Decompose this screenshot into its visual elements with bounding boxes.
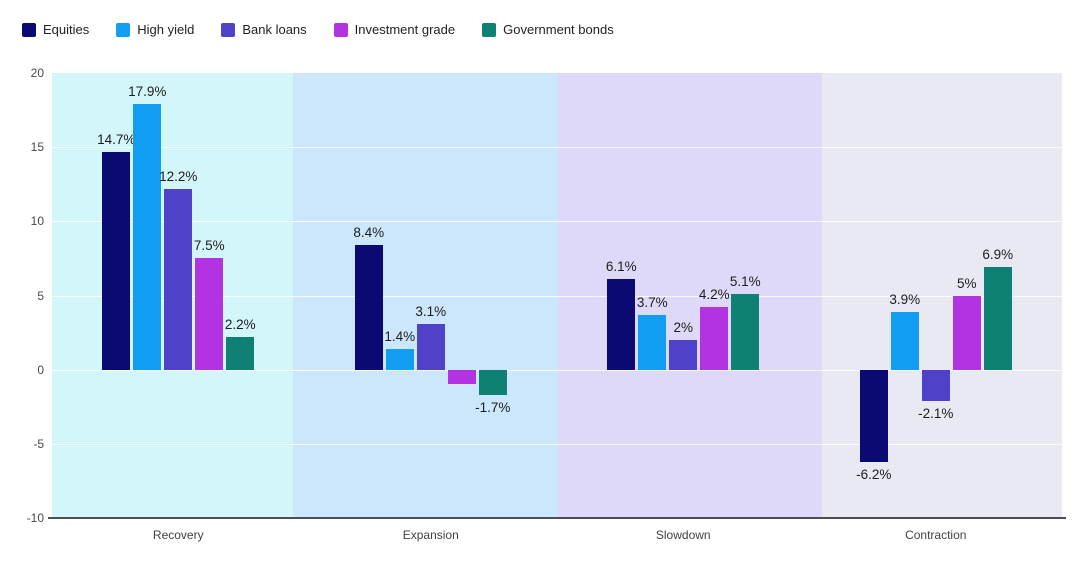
chart-legend: Equities High yield Bank loans Investmen… (22, 22, 614, 37)
plot-area: 14.7% 17.9% 12.2% 7.5% 2.2% 8.4% 1.4% 3.1% -1.7%… (52, 73, 1062, 518)
y-tick-label: -10 (26, 511, 44, 525)
legend-label: Equities (43, 22, 90, 37)
bar-bank-loans-contraction[interactable] (921, 369, 950, 401)
y-tick-label: 10 (30, 214, 44, 229)
gridline--5 (52, 443, 1062, 445)
bar-value-label: -1.7% (475, 399, 511, 415)
bar-value-label: 2% (673, 320, 693, 335)
y-tick-label: 0 (37, 362, 44, 377)
bar-value-label: 1.4% (384, 328, 416, 344)
bar-bank-loans-slowdown[interactable] (669, 340, 698, 370)
bar-equities-slowdown[interactable] (607, 279, 636, 370)
bar-high-yield-slowdown[interactable] (638, 314, 667, 370)
bar-value-label: 7.5% (193, 238, 225, 254)
bar-equities-contraction[interactable] (859, 369, 888, 462)
gridline-15 (52, 147, 1062, 149)
bar-value-label: 17.9% (128, 84, 167, 100)
bar-value-label: 6.1% (605, 259, 637, 275)
bar-bank-loans-recovery[interactable] (164, 188, 193, 370)
y-tick-label: 15 (30, 140, 44, 155)
bar-investment-grade-expansion[interactable] (447, 369, 476, 385)
bar-value-label: 14.7% (97, 131, 136, 147)
bar-government-bonds-expansion[interactable] (478, 369, 507, 395)
bar-value-label: 8.4% (353, 225, 385, 241)
bar-government-bonds-contraction[interactable] (983, 267, 1012, 370)
bar-bank-loans-expansion[interactable] (416, 323, 445, 370)
bar-investment-grade-contraction[interactable] (952, 295, 981, 370)
y-tick-label: 5 (37, 288, 44, 303)
bar-value-label: 2.2% (224, 317, 256, 333)
bar-value-label: -2.1% (918, 405, 954, 421)
legend-item-high-yield[interactable]: High yield (116, 22, 194, 37)
legend-item-bank-loans[interactable]: Bank loans (221, 22, 307, 37)
government-bonds-swatch-icon (482, 22, 497, 37)
legend-label: High yield (137, 22, 195, 37)
gridline-10 (52, 221, 1062, 223)
bar-government-bonds-slowdown[interactable] (731, 294, 760, 370)
bank-loans-swatch-icon (221, 22, 236, 37)
bar-value-label: 5% (956, 275, 977, 291)
bar-high-yield-contraction[interactable] (890, 311, 919, 370)
legend-label: Bank loans (242, 22, 307, 37)
bar-investment-grade-slowdown[interactable] (700, 307, 729, 370)
category-label-recovery: Recovery (152, 528, 204, 542)
bar-value-label: 3.9% (889, 291, 921, 307)
legend-item-equities[interactable]: Equities (22, 22, 89, 37)
bar-government-bonds-recovery[interactable] (226, 337, 255, 370)
y-tick-label: -5 (33, 436, 44, 451)
category-label-contraction: Contraction (905, 528, 967, 542)
legend-label: Government bonds (503, 22, 614, 37)
bar-value-label: -6.2% (856, 466, 892, 482)
category-label-slowdown: Slowdown (655, 528, 711, 542)
bar-value-label: 3.1% (415, 303, 447, 319)
bar-value-label: 3.7% (636, 294, 668, 310)
investment-grade-swatch-icon (333, 22, 348, 37)
y-tick-label: 20 (30, 66, 44, 80)
legend-item-government-bonds[interactable]: Government bonds (482, 22, 614, 37)
x-axis-line (48, 517, 1066, 519)
bar-value-label: 4.2% (698, 287, 730, 303)
bar-equities-recovery[interactable] (102, 151, 131, 370)
gridline-0 (52, 369, 1062, 371)
gridline-5 (52, 295, 1062, 297)
legend-item-investment-grade[interactable]: Investment grade (333, 22, 456, 37)
high-yield-swatch-icon (116, 22, 131, 37)
bar-investment-grade-recovery[interactable] (195, 258, 224, 370)
bar-equities-expansion[interactable] (354, 245, 383, 370)
equities-swatch-icon (22, 22, 36, 37)
bar-value-label: 12.2% (159, 168, 198, 184)
bar-high-yield-recovery[interactable] (133, 104, 162, 370)
category-label-expansion: Expansion (402, 528, 459, 542)
bar-value-label: 5.1% (729, 274, 761, 290)
bar-high-yield-expansion[interactable] (385, 348, 414, 370)
legend-label: Investment grade (354, 22, 456, 37)
bar-value-label: 6.9% (982, 247, 1014, 263)
